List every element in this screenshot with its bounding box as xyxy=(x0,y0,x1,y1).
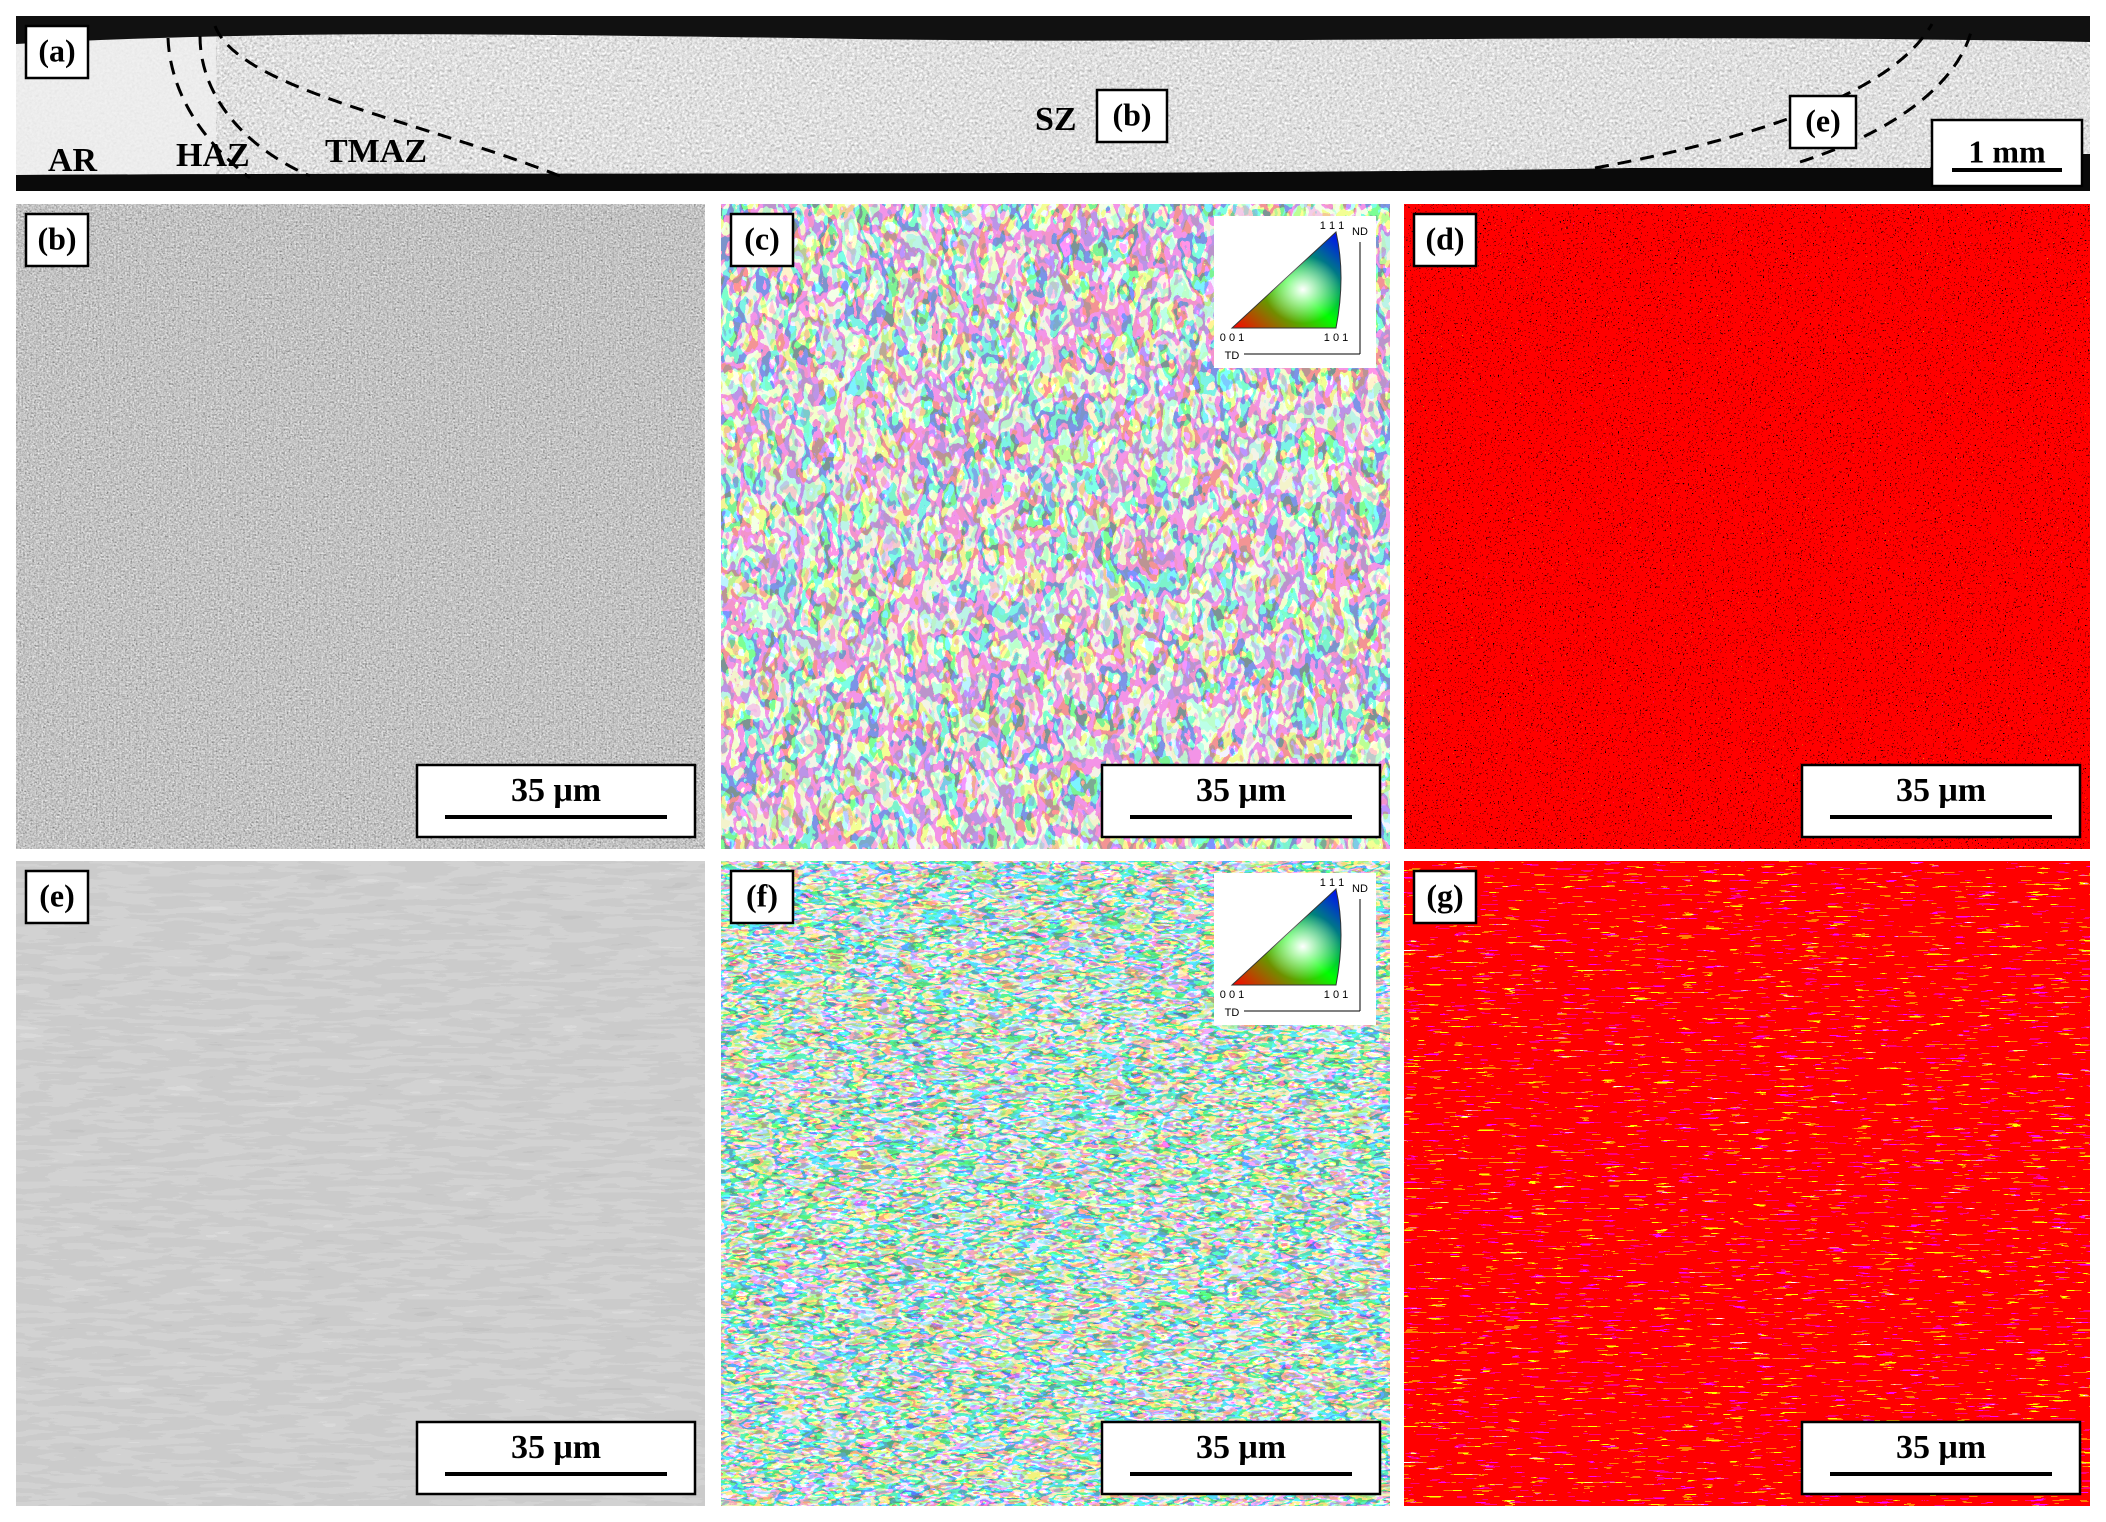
ipf-top: 1 1 1 xyxy=(1320,220,1344,232)
panel: (f) 35 μm 1 1 1 0 0 1 1 0 1 ND TD xyxy=(721,861,1390,1506)
scale-bar-label: 35 μm xyxy=(1896,772,1986,809)
panel-label: (d) xyxy=(1425,220,1464,256)
zone-label: HAZ xyxy=(176,137,250,174)
ipf-legend: 1 1 1 0 0 1 1 0 1 ND TD xyxy=(1214,216,1376,368)
panel-label: (b) xyxy=(37,220,76,256)
ipf-legend: 1 1 1 0 0 1 1 0 1 ND TD xyxy=(1214,873,1376,1025)
inset-label-box xyxy=(1095,88,1169,144)
ipf-top: 1 1 1 xyxy=(1320,877,1344,889)
panel: (b) 35 μm xyxy=(16,204,705,849)
scale-bar-box xyxy=(1800,763,2082,839)
ipf-center xyxy=(1232,232,1341,328)
panel-label: (e) xyxy=(39,877,75,913)
inset-label: (e) xyxy=(1805,102,1841,138)
panel-label-box xyxy=(729,869,795,925)
zone-label: SZ xyxy=(1035,101,1077,138)
panel: (g) 35 μm xyxy=(1404,861,2090,1506)
scale-bar-label: 35 μm xyxy=(1896,1429,1986,1466)
ipf-left: 0 0 1 xyxy=(1220,332,1244,344)
zone-label: TMAZ xyxy=(325,133,427,170)
top-edge xyxy=(16,16,2090,44)
panel-label-box xyxy=(24,24,90,80)
inset-label: (b) xyxy=(1112,96,1151,132)
panel-label-box xyxy=(1412,212,1478,268)
ipf-right: 1 0 1 xyxy=(1324,332,1348,344)
bottom-edge xyxy=(16,154,2090,191)
scale-bar-box xyxy=(1800,1420,2082,1496)
td-label: TD xyxy=(1225,350,1240,362)
inset-label-box xyxy=(1788,94,1858,150)
nd-label: ND xyxy=(1352,883,1368,895)
micrograph xyxy=(16,204,705,849)
panel-label-box xyxy=(729,212,795,268)
scale-bar-label: 1 mm xyxy=(1968,133,2046,169)
panel-label: (a) xyxy=(38,32,75,68)
td-label: TD xyxy=(1225,1007,1240,1019)
panel: (e) 35 μm xyxy=(16,861,705,1506)
micrograph xyxy=(1404,861,2090,1506)
panel-label: (g) xyxy=(1426,877,1463,913)
panel-label: (c) xyxy=(744,220,780,256)
scale-bar-box xyxy=(415,1420,697,1496)
scale-bar-label-box xyxy=(1930,118,2084,188)
micrograph xyxy=(1404,204,2090,849)
panel-label: (f) xyxy=(746,877,778,913)
scale-bar-label: 35 μm xyxy=(1196,1429,1286,1466)
panel-a xyxy=(16,16,2090,191)
panel-label-box xyxy=(24,212,90,268)
scale-bar-box xyxy=(415,763,697,839)
panel-label-box xyxy=(1412,869,1478,925)
panel: (c) 35 μm 1 1 1 0 0 1 1 0 1 ND TD xyxy=(721,204,1390,849)
panel-label-box xyxy=(24,869,90,925)
ipf-left: 0 0 1 xyxy=(1220,989,1244,1001)
ipf-center xyxy=(1232,889,1341,985)
scale-bar-box xyxy=(1100,1420,1382,1496)
zone-label: AR xyxy=(48,142,98,179)
macrograph xyxy=(16,16,2090,191)
ipf-right: 1 0 1 xyxy=(1324,989,1348,1001)
nd-label: ND xyxy=(1352,226,1368,238)
scale-bar-box xyxy=(1100,763,1382,839)
scale-bar-label: 35 μm xyxy=(511,1429,601,1466)
panel: (d) 35 μm xyxy=(1404,204,2090,849)
micrograph xyxy=(16,861,705,1506)
scale-bar-label: 35 μm xyxy=(1196,772,1286,809)
scale-bar-label: 35 μm xyxy=(511,772,601,809)
